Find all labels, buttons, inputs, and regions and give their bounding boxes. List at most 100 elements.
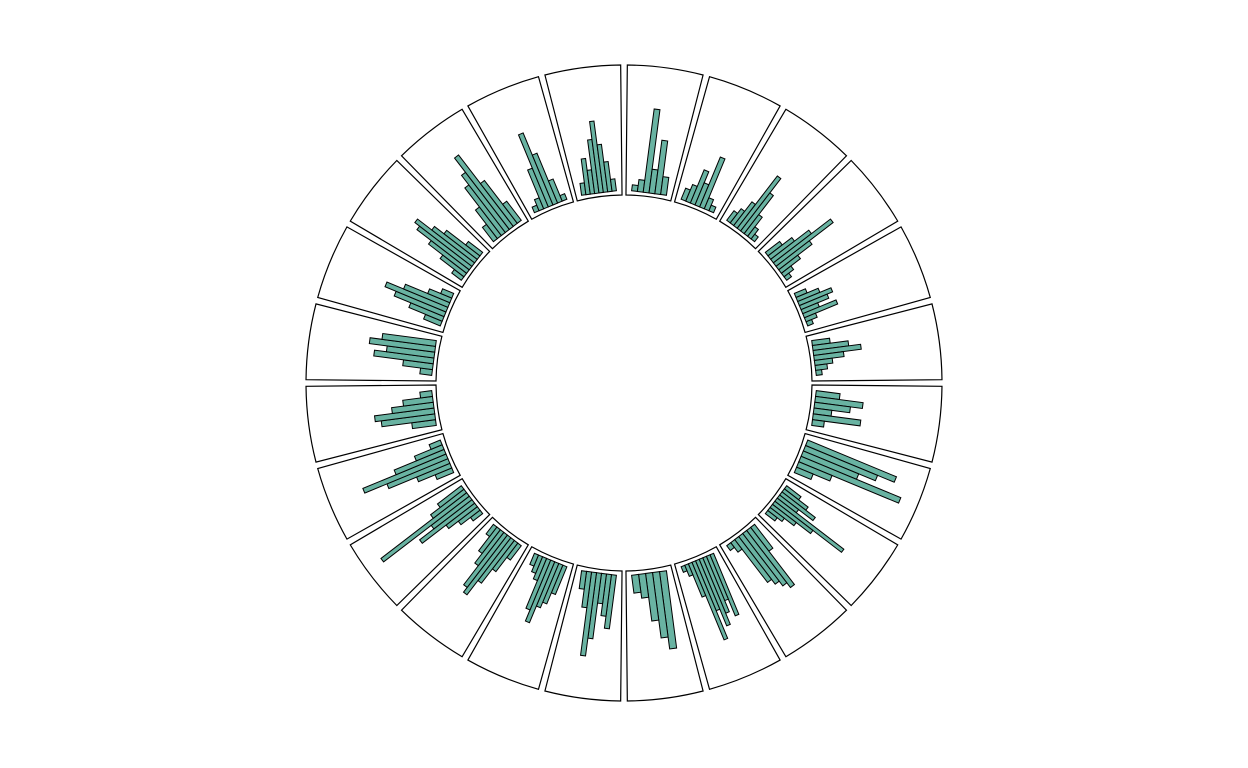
bar bbox=[524, 559, 556, 624]
panel-22 bbox=[400, 108, 530, 250]
bar bbox=[462, 531, 509, 589]
bar bbox=[479, 179, 519, 228]
bar bbox=[813, 357, 834, 367]
bar bbox=[428, 439, 443, 450]
bar bbox=[380, 491, 470, 563]
bar bbox=[418, 498, 476, 545]
bar bbox=[603, 160, 613, 193]
panel-2 bbox=[673, 75, 781, 221]
bar bbox=[774, 497, 845, 554]
bar bbox=[529, 552, 540, 567]
bar bbox=[517, 132, 554, 208]
bar bbox=[532, 556, 548, 582]
bar bbox=[579, 571, 598, 657]
bar bbox=[609, 178, 617, 192]
bar bbox=[811, 419, 825, 428]
bar bbox=[651, 571, 669, 639]
bar bbox=[691, 560, 729, 641]
bar bbox=[726, 541, 736, 552]
panel-15 bbox=[400, 516, 530, 658]
bar bbox=[703, 197, 715, 212]
panel-20 bbox=[316, 226, 462, 334]
bar bbox=[477, 526, 502, 555]
panel-21 bbox=[349, 159, 491, 289]
bar bbox=[658, 570, 678, 650]
bar bbox=[699, 156, 726, 210]
bar bbox=[373, 349, 435, 365]
panel-13 bbox=[544, 564, 623, 702]
bar bbox=[578, 570, 588, 590]
bar bbox=[689, 169, 710, 206]
bar bbox=[736, 175, 782, 232]
bar bbox=[737, 532, 780, 585]
bar bbox=[802, 444, 879, 482]
panel-11 bbox=[673, 545, 781, 691]
bar bbox=[797, 287, 834, 307]
bar bbox=[687, 561, 707, 598]
panel-10 bbox=[718, 516, 848, 658]
bar bbox=[589, 120, 604, 194]
bar bbox=[741, 529, 788, 587]
panel-frame bbox=[805, 303, 943, 382]
bar bbox=[813, 401, 852, 414]
bar bbox=[368, 337, 437, 353]
bar bbox=[745, 526, 796, 589]
bar bbox=[580, 157, 591, 196]
bar bbox=[739, 192, 775, 235]
bar bbox=[603, 574, 617, 630]
bar bbox=[729, 538, 743, 553]
bar bbox=[798, 293, 830, 311]
panel-12 bbox=[625, 564, 704, 702]
panel-16 bbox=[349, 477, 491, 607]
panel-24 bbox=[544, 64, 623, 202]
bar bbox=[793, 466, 814, 481]
bar bbox=[462, 534, 512, 596]
bar bbox=[381, 332, 437, 347]
bar bbox=[525, 557, 552, 611]
bar bbox=[413, 444, 445, 462]
bar bbox=[530, 554, 544, 574]
bar bbox=[427, 288, 453, 304]
bar bbox=[402, 283, 451, 308]
bar bbox=[812, 343, 862, 357]
bar bbox=[654, 139, 669, 196]
panel-18 bbox=[305, 384, 443, 463]
panel-17 bbox=[316, 432, 462, 540]
bar bbox=[708, 204, 717, 214]
bar bbox=[384, 281, 449, 313]
bar bbox=[772, 218, 834, 268]
bar bbox=[453, 154, 515, 231]
bar bbox=[811, 413, 862, 427]
bar bbox=[443, 229, 481, 261]
panel-1 bbox=[625, 64, 704, 202]
bar bbox=[709, 552, 740, 617]
bar bbox=[631, 573, 642, 594]
panel-frame bbox=[625, 64, 704, 202]
bar bbox=[440, 288, 455, 299]
bar bbox=[373, 407, 436, 423]
bar bbox=[733, 535, 773, 584]
bar bbox=[465, 240, 484, 257]
bar bbox=[419, 390, 434, 399]
panel-14 bbox=[467, 545, 575, 691]
bar bbox=[804, 439, 898, 483]
bar bbox=[802, 299, 839, 319]
panel-19 bbox=[305, 303, 443, 382]
bar bbox=[660, 176, 670, 196]
panel-23 bbox=[467, 75, 575, 221]
bar bbox=[814, 363, 829, 372]
bar bbox=[680, 564, 688, 573]
bar bbox=[402, 395, 434, 407]
bar bbox=[393, 448, 447, 476]
bar bbox=[783, 272, 793, 281]
bar bbox=[795, 461, 833, 482]
bar bbox=[684, 563, 694, 578]
bar bbox=[750, 233, 759, 243]
bar bbox=[474, 528, 505, 567]
panel-8 bbox=[786, 432, 932, 540]
bar bbox=[391, 401, 435, 415]
bar bbox=[485, 523, 498, 538]
bar bbox=[642, 108, 661, 194]
